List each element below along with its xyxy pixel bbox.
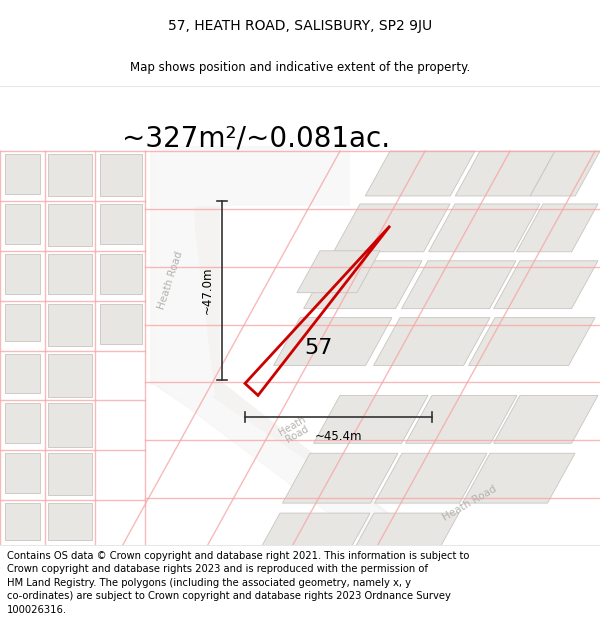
Polygon shape (494, 396, 598, 443)
Polygon shape (355, 513, 459, 548)
Polygon shape (100, 254, 142, 294)
Polygon shape (463, 453, 575, 503)
Polygon shape (48, 254, 92, 294)
Polygon shape (48, 503, 92, 540)
Polygon shape (5, 354, 40, 393)
Polygon shape (374, 318, 490, 366)
Polygon shape (406, 396, 517, 443)
Polygon shape (155, 384, 430, 545)
Polygon shape (100, 204, 142, 244)
Polygon shape (428, 204, 540, 252)
Polygon shape (48, 453, 92, 495)
Polygon shape (48, 354, 92, 398)
Polygon shape (150, 151, 195, 386)
Text: ~47.0m: ~47.0m (201, 267, 214, 314)
Polygon shape (283, 453, 398, 503)
Text: Heath
Road: Heath Road (277, 414, 313, 446)
Text: Contains OS data © Crown copyright and database right 2021. This information is : Contains OS data © Crown copyright and d… (7, 551, 470, 615)
Polygon shape (314, 396, 428, 443)
Polygon shape (48, 304, 92, 346)
Text: Map shows position and indicative extent of the property.: Map shows position and indicative extent… (130, 61, 470, 74)
Polygon shape (48, 403, 92, 448)
Polygon shape (455, 151, 555, 196)
Polygon shape (401, 261, 516, 309)
Polygon shape (100, 154, 142, 196)
Polygon shape (5, 503, 40, 540)
Text: 57, HEATH ROAD, SALISBURY, SP2 9JU: 57, HEATH ROAD, SALISBURY, SP2 9JU (168, 19, 432, 33)
Polygon shape (494, 261, 598, 309)
Polygon shape (5, 304, 40, 341)
Polygon shape (5, 254, 40, 294)
Polygon shape (304, 261, 422, 309)
Text: Heath Road: Heath Road (156, 251, 184, 311)
Polygon shape (261, 513, 370, 548)
Polygon shape (530, 151, 600, 196)
Polygon shape (365, 151, 475, 196)
Polygon shape (100, 304, 142, 344)
Polygon shape (469, 318, 595, 366)
Polygon shape (374, 453, 487, 503)
Polygon shape (5, 154, 40, 194)
Polygon shape (155, 146, 215, 403)
Text: 57: 57 (304, 338, 332, 357)
Polygon shape (5, 204, 40, 244)
Text: ~327m²/~0.081ac.: ~327m²/~0.081ac. (122, 124, 390, 152)
Text: ~45.4m: ~45.4m (315, 430, 362, 443)
Polygon shape (155, 151, 430, 545)
Polygon shape (5, 403, 40, 443)
Polygon shape (517, 204, 598, 252)
Polygon shape (274, 318, 392, 366)
Text: Heath Road: Heath Road (442, 484, 499, 522)
Polygon shape (5, 453, 40, 493)
Polygon shape (297, 251, 380, 292)
Polygon shape (48, 204, 92, 246)
Polygon shape (48, 154, 92, 196)
Polygon shape (334, 204, 450, 252)
Polygon shape (155, 381, 430, 545)
Polygon shape (155, 146, 350, 206)
